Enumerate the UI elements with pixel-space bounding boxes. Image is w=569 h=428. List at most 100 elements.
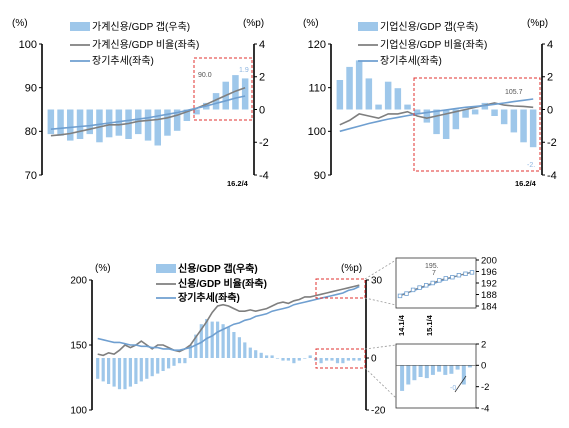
household-legend-ratio: 가계신용/GDP 비율(좌축) bbox=[92, 39, 199, 51]
inset-annotation-1: 195. bbox=[425, 263, 439, 270]
total-gap-bar bbox=[330, 358, 334, 361]
inset-gap-annotation: -0. bbox=[450, 385, 458, 392]
corporate-gap-bar bbox=[423, 109, 431, 123]
household-left-unit: (%) bbox=[12, 18, 28, 29]
total-gap-bar bbox=[96, 358, 100, 379]
total-gap-bar bbox=[183, 358, 187, 364]
total-gap-bar bbox=[232, 332, 236, 358]
corporate-gap-bar bbox=[413, 109, 421, 115]
corporate-right-tick-label: 2 bbox=[547, 72, 553, 84]
corporate-left-tick-label: 110 bbox=[308, 83, 326, 95]
total-gap-bar bbox=[325, 358, 329, 361]
corporate-x-end-label: 16.2/4 bbox=[515, 179, 537, 188]
total-gap-bar bbox=[254, 350, 258, 358]
inset-ratio-right-tick-label: 188 bbox=[481, 290, 497, 301]
inset-ratio-marker bbox=[410, 287, 416, 293]
inset-ratio-line bbox=[399, 271, 473, 297]
total-gap-bar bbox=[303, 358, 307, 359]
household-annotation-ratio: 90.0 bbox=[198, 72, 212, 79]
household-ratio-line bbox=[50, 86, 246, 137]
total-gap-bar bbox=[286, 358, 290, 361]
total-gap-bar bbox=[156, 358, 160, 374]
total-gap-bar bbox=[341, 358, 345, 364]
corporate-gap-bar bbox=[500, 109, 508, 125]
total-gap-bar bbox=[265, 355, 269, 358]
inset-gap-chart: 2 0 -2 -4 -0. bbox=[395, 339, 489, 414]
household-annotation-gap: 1.9 bbox=[239, 67, 249, 74]
corporate-gap-bar bbox=[462, 109, 469, 118]
total-legend-trend: 장기추세(좌축) bbox=[178, 291, 240, 304]
corporate-annotation-gap: -2. bbox=[527, 162, 535, 169]
inset-ratio-right-tick-label: 196 bbox=[481, 267, 497, 278]
total-gap-bar bbox=[243, 342, 247, 358]
inset-annotation-2: 7 bbox=[432, 270, 436, 277]
total-gap-bar bbox=[352, 358, 356, 361]
corporate-trend-line bbox=[339, 98, 534, 133]
corporate-left-tick-label: 90 bbox=[314, 170, 326, 182]
total-legend-bar-swatch bbox=[156, 264, 176, 273]
corporate-legend-ratio: 기업신용/GDP 비율(좌축) bbox=[380, 38, 487, 51]
total-chart: (%) (%p) 200 150 100 30 0 -20 신용/GDP 갭(우축) 신… bbox=[70, 259, 397, 417]
total-gap-bar bbox=[237, 337, 241, 358]
total-gap-bar bbox=[172, 358, 176, 366]
corporate-gap-bar bbox=[346, 66, 353, 110]
total-gap-bar bbox=[117, 358, 122, 390]
total-gap-bar bbox=[134, 358, 138, 384]
total-right-tick-label: 0 bbox=[371, 354, 377, 365]
inset-ratio-right-tick-label: 184 bbox=[481, 301, 497, 312]
household-legend-bar-swatch bbox=[70, 22, 90, 31]
household-x-end-label: 16.2/4 bbox=[227, 179, 249, 188]
total-right-unit: (%p) bbox=[341, 263, 362, 274]
inset-gap-bar bbox=[455, 365, 460, 370]
household-right-unit: (%p) bbox=[243, 18, 264, 29]
corporate-right-tick-label: -2 bbox=[547, 137, 557, 149]
total-left-tick-label: 100 bbox=[70, 406, 87, 417]
household-gap-bar bbox=[212, 93, 220, 110]
household-gap-bar bbox=[164, 109, 171, 136]
total-left-unit: (%) bbox=[95, 263, 111, 274]
household-gap-bar bbox=[115, 109, 123, 136]
inset-gap-bar bbox=[400, 365, 405, 391]
inset-ratio-marker bbox=[423, 283, 429, 288]
total-left-tick-label: 200 bbox=[70, 276, 87, 287]
total-gap-bar bbox=[150, 358, 154, 377]
corporate-gap-bar bbox=[355, 60, 363, 110]
corporate-gap-bar bbox=[384, 81, 392, 110]
corporate-gap-bar bbox=[404, 104, 411, 110]
household-chart: (%) (%p) 100 90 80 70 4 2 0 -2 -4 90.0 1.9 16.2… bbox=[12, 18, 269, 188]
corporate-gap-bar bbox=[471, 109, 479, 115]
household-left-tick-label: 90 bbox=[25, 83, 37, 95]
corporate-chart: (%) (%p) 120 110 100 90 4 2 0 -2 -4 105.7 -2. 1… bbox=[303, 18, 557, 188]
total-highlight-box-ratio bbox=[315, 278, 366, 299]
inset-x-label-1: 14.1/4 bbox=[397, 314, 406, 336]
corporate-gap-bar bbox=[394, 88, 402, 110]
household-right-tick-label: -2 bbox=[259, 137, 269, 149]
inset-ratio-marker bbox=[404, 291, 409, 296]
total-ratio-line bbox=[97, 284, 360, 357]
household-gap-bar bbox=[173, 109, 181, 131]
total-legend-bar: 신용/GDP 갭(우축) bbox=[178, 262, 258, 275]
total-gap-bar bbox=[281, 358, 285, 361]
total-gap-bar bbox=[145, 358, 149, 379]
total-right-tick-label: -20 bbox=[371, 406, 386, 417]
corporate-gap-bar bbox=[365, 78, 373, 110]
total-right-tick-label: 30 bbox=[371, 276, 383, 287]
total-gap-bar bbox=[112, 358, 116, 387]
total-gap-bar bbox=[292, 358, 296, 364]
total-gap-bar bbox=[188, 345, 192, 358]
household-left-tick-label: 70 bbox=[25, 170, 37, 182]
total-gap-bar bbox=[226, 326, 231, 358]
household-gap-bar bbox=[232, 75, 239, 110]
inset-gap-right-tick-label: -4 bbox=[481, 403, 489, 414]
corporate-ratio-line bbox=[339, 102, 534, 126]
inset-ratio-marker bbox=[437, 278, 442, 283]
total-gap-bar bbox=[139, 358, 143, 382]
inset-gap-bar bbox=[430, 365, 435, 375]
corporate-left-unit: (%) bbox=[303, 18, 319, 29]
inset-gap-bar bbox=[412, 365, 417, 381]
corporate-gap-bar bbox=[529, 109, 537, 148]
corporate-left-tick-label: 100 bbox=[308, 126, 326, 138]
inset-gap-right-tick-label: -2 bbox=[481, 382, 489, 393]
household-right-tick-label: 0 bbox=[259, 104, 265, 116]
